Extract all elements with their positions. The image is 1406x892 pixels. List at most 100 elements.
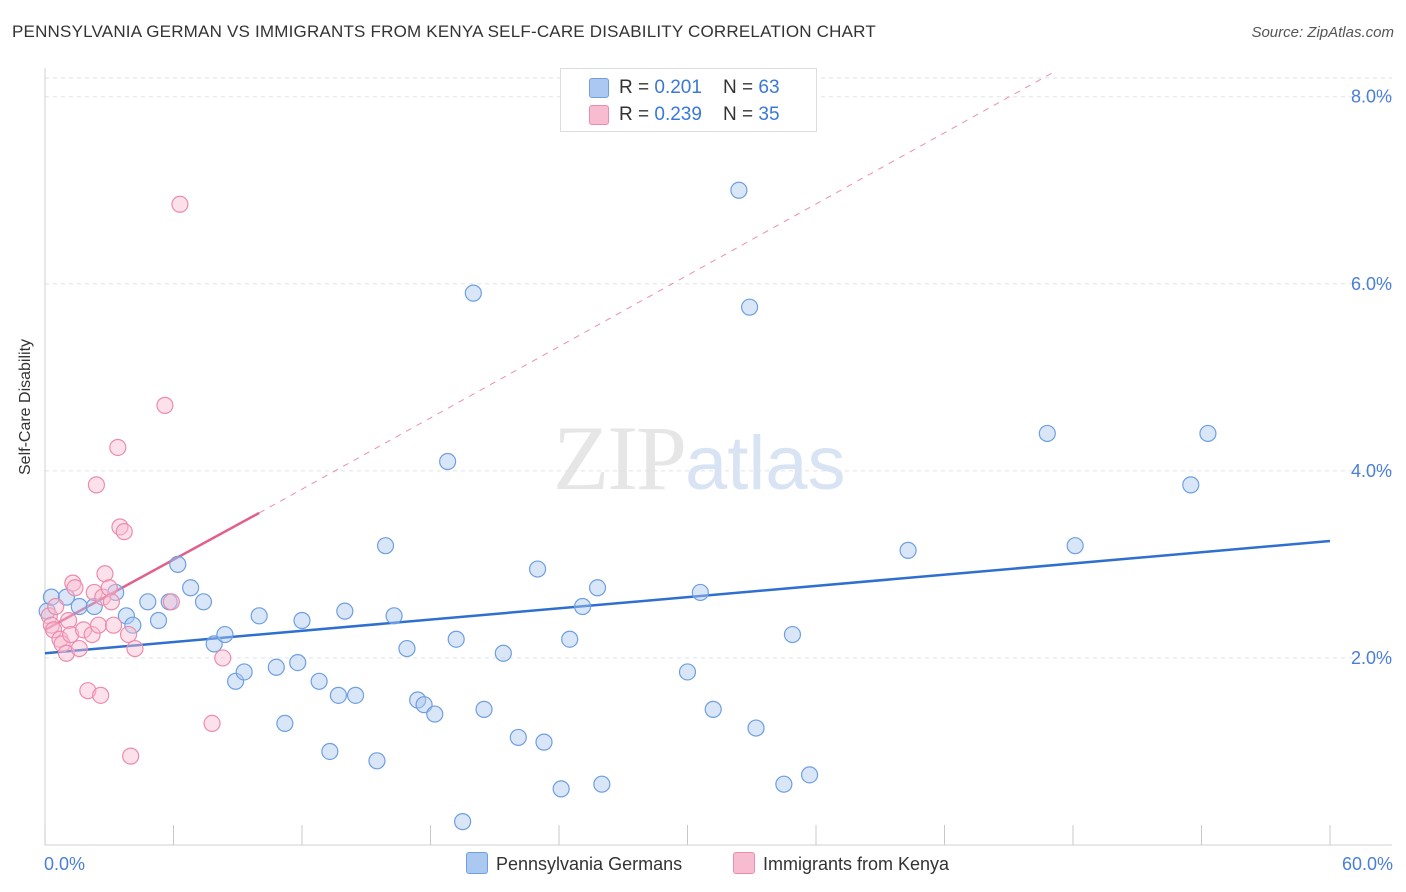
- x-tick-label: 0.0%: [44, 854, 85, 874]
- trend-line-pennsylvania-germans: [44, 539, 1331, 655]
- point-immigrants-from-kenya: [96, 565, 114, 583]
- point-immigrants-from-kenya: [115, 523, 133, 541]
- point-pennsylvania-germans: [385, 607, 403, 625]
- point-pennsylvania-germans: [117, 607, 135, 625]
- point-pennsylvania-germans: [182, 579, 200, 597]
- legend-swatch-pink: [589, 105, 609, 125]
- point-immigrants-from-kenya: [214, 649, 232, 667]
- point-pennsylvania-germans: [124, 616, 142, 634]
- y-tick-label: 2.0%: [1351, 648, 1392, 668]
- legend-text: R = 0.201 N = 63: [619, 77, 780, 99]
- watermark-zip: ZIP: [553, 407, 687, 509]
- point-pennsylvania-germans: [561, 630, 579, 648]
- correlation-legend: R = 0.201 N = 63 R = 0.239 N = 35: [560, 68, 817, 132]
- legend-swatch-blue: [466, 852, 488, 874]
- point-pennsylvania-germans: [194, 593, 213, 611]
- point-pennsylvania-germans: [1066, 537, 1084, 555]
- axes: [44, 68, 1392, 846]
- point-immigrants-from-kenya: [83, 625, 101, 644]
- y-tick-label: 6.0%: [1351, 274, 1392, 294]
- legend-row-pennsylvania-germans: R = 0.201 N = 63: [561, 74, 816, 102]
- point-pennsylvania-germans: [800, 766, 819, 784]
- point-pennsylvania-germans: [368, 752, 386, 770]
- point-pennsylvania-germans: [276, 714, 294, 733]
- legend-label: Pennsylvania Germans: [496, 854, 683, 874]
- point-immigrants-from-kenya: [53, 635, 71, 653]
- point-immigrants-from-kenya: [171, 195, 189, 213]
- point-pennsylvania-germans: [310, 672, 328, 690]
- point-immigrants-from-kenya: [109, 438, 127, 457]
- point-pennsylvania-germans: [704, 700, 722, 718]
- point-pennsylvania-germans: [439, 452, 457, 471]
- point-immigrants-from-kenya: [57, 644, 76, 662]
- legend-swatch-blue: [589, 78, 609, 98]
- point-pennsylvania-germans: [454, 813, 472, 831]
- point-immigrants-from-kenya: [122, 747, 140, 765]
- y-tick-label: 4.0%: [1351, 461, 1392, 481]
- point-immigrants-from-kenya: [89, 616, 108, 634]
- point-pennsylvania-germans: [528, 560, 547, 578]
- point-pennsylvania-germans: [730, 181, 748, 199]
- point-pennsylvania-germans: [475, 700, 493, 718]
- point-pennsylvania-germans: [235, 663, 253, 681]
- point-pennsylvania-germans: [227, 672, 245, 690]
- point-pennsylvania-germans: [85, 597, 103, 616]
- point-pennsylvania-germans: [464, 284, 482, 302]
- point-pennsylvania-germans: [1038, 424, 1056, 443]
- watermark-atlas: atlas: [685, 421, 846, 506]
- point-immigrants-from-kenya: [156, 396, 174, 414]
- point-pennsylvania-germans: [346, 686, 365, 704]
- point-pennsylvania-germans: [573, 597, 592, 616]
- point-pennsylvania-germans: [139, 593, 157, 611]
- point-pennsylvania-germans: [216, 625, 234, 644]
- legend-swatch-pink: [733, 852, 755, 874]
- point-pennsylvania-germans: [1182, 476, 1200, 494]
- point-pennsylvania-germans: [376, 537, 395, 555]
- point-pennsylvania-germans: [691, 583, 709, 602]
- point-immigrants-from-kenya: [94, 588, 112, 606]
- legend-row-immigrants-from-kenya: R = 0.239 N = 35: [561, 101, 816, 129]
- point-pennsylvania-germans: [149, 611, 168, 630]
- point-immigrants-from-kenya: [47, 597, 65, 616]
- point-pennsylvania-germans: [267, 658, 285, 676]
- point-immigrants-from-kenya: [126, 639, 144, 658]
- trend-line-kenya-extended: [258, 72, 1052, 514]
- point-pennsylvania-germans: [899, 541, 917, 559]
- n-value: 63: [758, 77, 780, 98]
- point-immigrants-from-kenya: [104, 616, 123, 634]
- point-immigrants-from-kenya: [92, 686, 110, 704]
- data-points: [38, 181, 1217, 831]
- n-value: 35: [758, 104, 780, 125]
- point-pennsylvania-germans: [494, 644, 512, 662]
- point-pennsylvania-germans: [398, 639, 416, 658]
- point-pennsylvania-germans: [293, 611, 311, 630]
- point-pennsylvania-germans: [741, 298, 759, 316]
- legend-text: R = 0.239 N = 35: [619, 104, 780, 126]
- point-pennsylvania-germans: [42, 588, 61, 606]
- x-tick-label: 60.0%: [1342, 854, 1393, 874]
- point-pennsylvania-germans: [593, 775, 611, 793]
- watermark: ZIPatlas: [553, 405, 846, 511]
- n-label: N =: [723, 104, 759, 125]
- point-immigrants-from-kenya: [119, 625, 138, 644]
- legend-item-immigrants-from-kenya: Immigrants from Kenya: [733, 852, 949, 875]
- point-immigrants-from-kenya: [70, 639, 88, 658]
- point-pennsylvania-germans: [552, 780, 570, 798]
- point-immigrants-from-kenya: [102, 593, 120, 611]
- trend-lines: [44, 72, 1331, 655]
- legend-label: Immigrants from Kenya: [763, 854, 950, 874]
- source-label: Source: ZipAtlas.com: [1251, 24, 1394, 41]
- point-pennsylvania-germans: [329, 686, 348, 704]
- point-pennsylvania-germans: [509, 728, 527, 747]
- y-axis-label: Self-Care Disability: [17, 338, 34, 475]
- point-pennsylvania-germans: [535, 733, 553, 751]
- point-pennsylvania-germans: [321, 742, 339, 761]
- point-pennsylvania-germans: [169, 555, 187, 573]
- point-pennsylvania-germans: [588, 579, 607, 597]
- r-label: R =: [619, 104, 655, 125]
- legend-item-pennsylvania-germans: Pennsylvania Germans: [466, 852, 682, 875]
- point-immigrants-from-kenya: [62, 625, 80, 644]
- point-immigrants-from-kenya: [100, 579, 118, 597]
- point-pennsylvania-germans: [1199, 424, 1217, 443]
- point-immigrants-from-kenya: [162, 593, 180, 611]
